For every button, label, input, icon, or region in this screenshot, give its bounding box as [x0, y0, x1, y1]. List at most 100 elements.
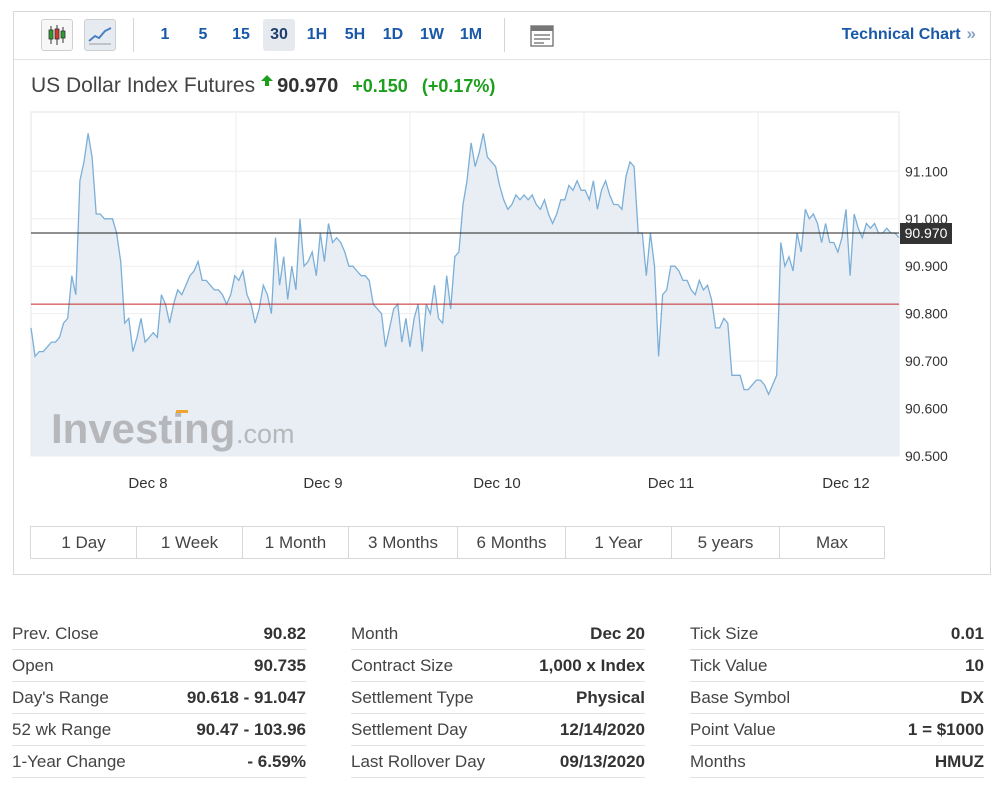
- info-column-3: Tick Size 0.01 Tick Value 10 Base Symbol DX…: [690, 618, 984, 778]
- current-price-marker: [900, 222, 952, 244]
- range-selector: 1 Day 1 Week 1 Month 3 Months 6 Months 1…: [30, 526, 885, 559]
- info-row: Base Symbol DX: [690, 682, 984, 714]
- candlestick-icon[interactable]: [41, 19, 73, 51]
- table-icon[interactable]: [530, 25, 554, 47]
- y-tick-label: 91.100: [905, 163, 948, 179]
- info-label: Settlement Type: [351, 688, 474, 707]
- y-tick-label: 91.000: [905, 211, 948, 227]
- range-1-year[interactable]: 1 Year: [566, 527, 672, 558]
- last-price: 90.970: [277, 75, 339, 97]
- y-tick-label: 90.500: [905, 448, 948, 464]
- info-label: Month: [351, 624, 399, 643]
- timeframe-1w[interactable]: 1W: [420, 26, 444, 43]
- info-label: Months: [690, 752, 746, 771]
- info-row: Open 90.735: [12, 650, 306, 682]
- info-label: Open: [12, 656, 54, 675]
- info-row: Month Dec 20: [351, 618, 645, 650]
- current-price-label: 90.970: [905, 225, 948, 241]
- investing-watermark: Investing: [51, 405, 235, 452]
- range-1-month[interactable]: 1 Month: [243, 527, 349, 558]
- technical-chart-label: Technical Chart: [841, 26, 961, 43]
- y-tick-label: 90.900: [905, 258, 948, 274]
- y-tick-label: 90.700: [905, 353, 948, 369]
- timeframe-15[interactable]: 15: [232, 26, 250, 43]
- info-label: Last Rollover Day: [351, 752, 486, 771]
- info-value: Physical: [576, 688, 645, 707]
- technical-chart-link[interactable]: Technical Chart »: [842, 24, 976, 44]
- info-label: Base Symbol: [690, 688, 791, 707]
- range-5-years[interactable]: 5 years: [672, 527, 780, 558]
- x-tick-label: Dec 8: [128, 475, 167, 492]
- info-value: 1 = $1000: [907, 720, 984, 739]
- info-row: Tick Size 0.01: [690, 618, 984, 650]
- up-arrow-icon: [261, 73, 274, 91]
- range-max[interactable]: Max: [815, 533, 849, 552]
- info-value: 90.82: [263, 624, 306, 643]
- watermark-accent: [176, 410, 188, 413]
- info-row: Settlement Type Physical: [351, 682, 645, 714]
- timeframe-1d[interactable]: 1D: [382, 26, 404, 43]
- timeframe-1m[interactable]: 1M: [459, 26, 483, 43]
- info-row: Point Value 1 = $1000: [690, 714, 984, 746]
- info-label: Day's Range: [12, 688, 109, 707]
- x-tick-label: Dec 9: [303, 475, 342, 492]
- info-label: Tick Value: [690, 656, 768, 675]
- chart-widget: 1 5 15 30 1H 5H 1D 1W 1M Technical Chart…: [13, 11, 991, 575]
- x-tick-label: Dec 10: [473, 475, 521, 492]
- info-value: 1,000 x Index: [539, 656, 645, 675]
- info-value: DX: [960, 688, 984, 707]
- info-label: 1-Year Change: [12, 752, 126, 771]
- info-row: Prev. Close 90.82: [12, 618, 306, 650]
- info-value: 10: [965, 656, 984, 675]
- timeframe-5h[interactable]: 5H: [344, 26, 366, 43]
- investing-watermark-suffix: .com: [236, 419, 295, 449]
- chart-toolbar: 1 5 15 30 1H 5H 1D 1W 1M Technical Chart…: [14, 12, 990, 60]
- timeframe-30[interactable]: 30: [263, 19, 295, 51]
- info-row: Day's Range 90.618 - 91.047: [12, 682, 306, 714]
- info-value: HMUZ: [934, 752, 984, 771]
- range-1-week[interactable]: 1 Week: [137, 527, 243, 558]
- timeframe-5[interactable]: 5: [198, 26, 208, 43]
- info-row: Settlement Day 12/14/2020: [351, 714, 645, 746]
- price-chart[interactable]: Dec 8 Dec 9 Dec 10 Dec 11 Dec 12 91.100 91.000…: [14, 12, 990, 522]
- price-change: +0.150: [352, 76, 408, 96]
- timeframe-1[interactable]: 1: [160, 26, 170, 43]
- x-tick-label: Dec 12: [822, 475, 870, 492]
- info-value: - 6.59%: [247, 752, 306, 771]
- instrument-title: US Dollar Index Futures: [31, 74, 256, 97]
- info-value: 90.47 - 103.96: [196, 720, 306, 739]
- contract-info-table: Prev. Close 90.82 Open 90.735 Day's Range 9…: [12, 618, 987, 782]
- range-6-months[interactable]: 6 Months: [458, 527, 566, 558]
- info-row: 1-Year Change - 6.59%: [12, 746, 306, 778]
- info-row: 52 wk Range 90.47 - 103.96: [12, 714, 306, 746]
- line-chart-icon[interactable]: [84, 19, 116, 51]
- y-tick-label: 90.800: [905, 306, 948, 322]
- info-label: Point Value: [690, 720, 776, 739]
- chevron-right-icon: »: [966, 24, 976, 43]
- price-area: [31, 133, 899, 456]
- range-3-months[interactable]: 3 Months: [349, 527, 458, 558]
- range-1-day[interactable]: 1 Day: [31, 527, 137, 558]
- info-row: Tick Value 10: [690, 650, 984, 682]
- info-value: 12/14/2020: [559, 720, 645, 739]
- info-label: 52 wk Range: [12, 720, 112, 739]
- info-row: Contract Size 1,000 x Index: [351, 650, 645, 682]
- y-tick-label: 90.600: [905, 401, 948, 417]
- info-label: Contract Size: [351, 656, 454, 675]
- info-row: Last Rollover Day 09/13/2020: [351, 746, 645, 778]
- info-value: 90.735: [254, 656, 306, 675]
- info-column-1: Prev. Close 90.82 Open 90.735 Day's Range 9…: [12, 618, 306, 778]
- info-value: 90.618 - 91.047: [186, 688, 306, 707]
- info-column-2: Month Dec 20 Contract Size 1,000 x Index S…: [351, 618, 645, 778]
- info-value: Dec 20: [590, 624, 645, 643]
- info-label: Tick Size: [690, 624, 759, 643]
- info-value: 09/13/2020: [559, 752, 645, 771]
- timeframe-1h[interactable]: 1H: [306, 26, 328, 43]
- price-line: [30, 133, 900, 396]
- x-tick-label: Dec 11: [648, 475, 694, 492]
- toolbar-separator: [504, 18, 505, 52]
- info-label: Prev. Close: [12, 624, 99, 643]
- info-value: 0.01: [950, 624, 984, 643]
- toolbar-separator: [133, 18, 134, 52]
- info-row: Months HMUZ: [690, 746, 984, 778]
